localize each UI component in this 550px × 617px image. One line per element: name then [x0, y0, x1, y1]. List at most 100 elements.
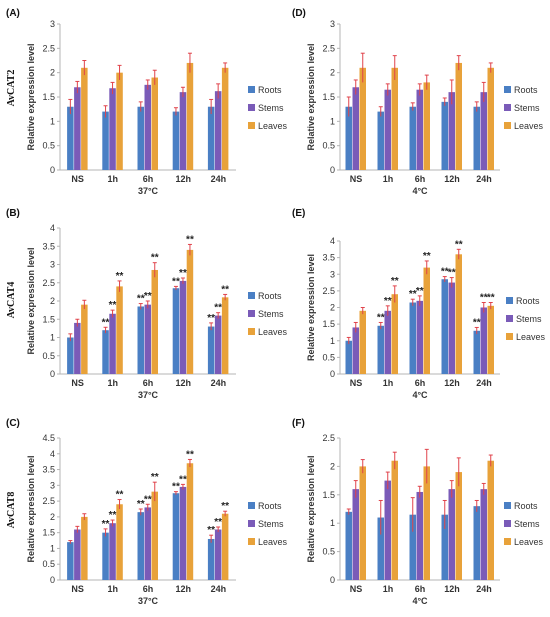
legend: Roots Stems Leaves — [248, 85, 288, 131]
y-tick-label: 2.5 — [322, 433, 335, 443]
bar-stems — [214, 315, 222, 374]
y-tick-label: 1 — [330, 336, 335, 346]
x-tick-label: 12h — [175, 378, 191, 388]
legend-label: Stems — [258, 519, 284, 529]
x-tick-label: 1h — [108, 174, 119, 184]
legend-label: Leaves — [514, 121, 544, 131]
x-tick-label: 12h — [444, 584, 460, 594]
significance-label: ** — [214, 517, 222, 528]
y-tick-label: 2 — [50, 68, 55, 78]
y-tick-label: 3.5 — [42, 465, 55, 475]
y-tick-label: 0.5 — [322, 352, 335, 362]
bar-stems — [144, 304, 151, 374]
bar-leaves — [81, 516, 88, 580]
x-axis-label: 37°C — [138, 596, 159, 606]
y-tick-label: 1 — [50, 116, 55, 126]
bar-leaves — [186, 463, 194, 580]
bar-leaves — [455, 472, 462, 580]
bar-leaves — [116, 504, 123, 580]
bar-leaves — [186, 249, 194, 374]
significance-label: ** — [377, 312, 385, 323]
y-tick-label: 2.5 — [42, 278, 55, 288]
y-tick-label: 3 — [50, 260, 55, 270]
bar-roots — [473, 506, 480, 580]
legend-swatch-roots — [248, 292, 255, 299]
significance-label: ** — [221, 284, 229, 295]
panel-label: (A) — [6, 8, 20, 19]
y-tick-label: 1.5 — [322, 319, 335, 329]
panel-label: (C) — [6, 418, 20, 429]
y-tick-label: 0 — [50, 369, 55, 379]
bar-roots — [409, 302, 416, 374]
bar-stems — [416, 300, 423, 374]
legend-label: Stems — [258, 103, 284, 113]
significance-label: ** — [109, 510, 117, 521]
bar-roots — [67, 337, 74, 374]
bar-roots — [102, 532, 109, 580]
significance-label: ** — [172, 482, 180, 493]
bar-roots — [473, 330, 480, 374]
x-tick-label: NS — [71, 174, 84, 184]
bar-leaves — [359, 466, 366, 580]
bar-stems — [74, 322, 81, 374]
y-tick-label: 3 — [50, 19, 55, 29]
panel-label: (D) — [292, 8, 306, 19]
bar-stems — [352, 327, 359, 374]
y-axis-label: Relative expression level — [26, 247, 36, 354]
y-tick-label: 2.5 — [322, 286, 335, 296]
y-tick-label: 3 — [50, 480, 55, 490]
bar-stems — [109, 88, 116, 170]
bar-roots — [137, 106, 144, 170]
significance-label: ** — [179, 268, 187, 279]
y-tick-label: 1 — [330, 518, 335, 528]
chart-panel-5: (F) Relative expression level 0 0.5 1 1.5 2 2.5… — [292, 418, 544, 606]
y-tick-label: 1.5 — [322, 490, 335, 500]
y-tick-label: 1.5 — [42, 528, 55, 538]
bar-leaves — [81, 67, 88, 170]
y-axis-label: Relative expression level — [26, 43, 36, 150]
y-tick-label: 2 — [50, 296, 55, 306]
legend-swatch-stems — [248, 520, 255, 527]
bar-stems — [480, 489, 487, 580]
bar-stems — [448, 489, 455, 580]
significance-label: ** — [384, 296, 392, 307]
bar-leaves — [391, 460, 398, 580]
y-tick-label: 0 — [330, 165, 335, 175]
significance-label: ** — [487, 293, 495, 304]
y-tick-label: 3.5 — [42, 241, 55, 251]
bar-roots — [172, 288, 180, 374]
bar-leaves — [487, 305, 494, 374]
bar-roots — [207, 106, 215, 170]
panel-label: (F) — [292, 418, 305, 429]
bar-roots — [345, 340, 352, 374]
bar-roots — [102, 111, 109, 170]
legend-label: Leaves — [258, 121, 288, 131]
bar-stems — [179, 486, 187, 580]
bar-roots — [345, 106, 352, 170]
y-tick-label: 1 — [50, 333, 55, 343]
significance-label: ** — [179, 474, 187, 485]
significance-label: ** — [391, 276, 399, 287]
legend-swatch-roots — [248, 86, 255, 93]
x-tick-label: 12h — [175, 174, 191, 184]
bar-leaves — [487, 460, 494, 580]
x-tick-label: 1h — [383, 174, 394, 184]
legend-label: Roots — [514, 501, 538, 511]
bar-stems — [214, 529, 222, 580]
bar-leaves — [455, 62, 462, 170]
x-tick-label: NS — [350, 584, 363, 594]
y-tick-label: 2.5 — [322, 43, 335, 53]
chart-panel-3: (E) Relative expression level 0 0.5 1 1.5 2 2.5… — [292, 208, 546, 400]
legend-swatch-roots — [506, 297, 513, 304]
gene-label: AvCAT4 — [6, 282, 17, 319]
y-tick-label: 2 — [50, 512, 55, 522]
significance-label: ** — [116, 490, 124, 501]
y-axis-label: Relative expression level — [306, 455, 316, 562]
legend-swatch-stems — [248, 310, 255, 317]
legend-label: Stems — [514, 519, 540, 529]
bar-leaves — [455, 254, 462, 374]
bar-stems — [74, 529, 81, 580]
legend-swatch-roots — [504, 502, 511, 509]
legend: Roots Stems Leaves — [504, 85, 544, 131]
legend-swatch-leaves — [248, 538, 255, 545]
